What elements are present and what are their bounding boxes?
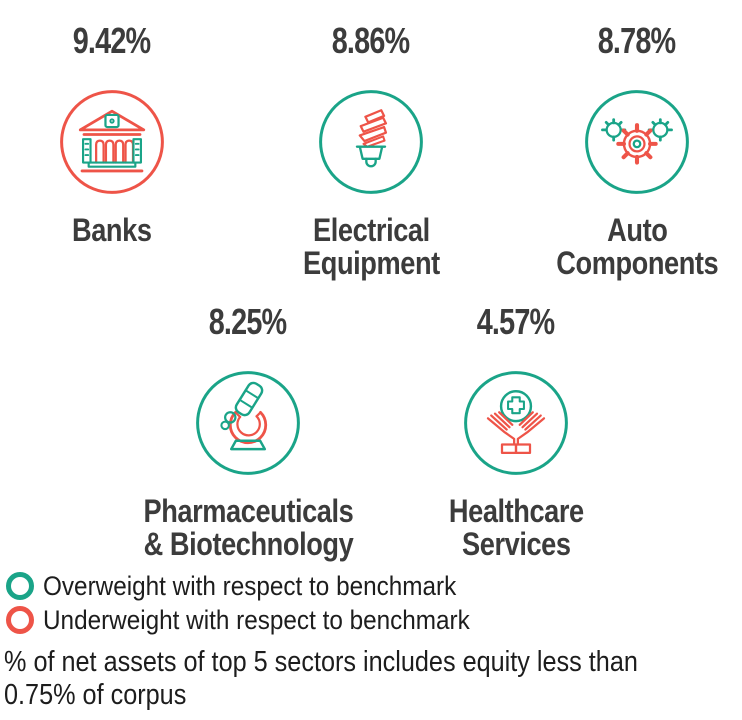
microscope-icon: [192, 367, 304, 479]
legend-item-underweight: Underweight with respect to benchmark: [6, 603, 517, 637]
sector-card-auto-components: 8.78% Auto Components: [507, 20, 742, 280]
footnote-line: % of net assets of top 5 sectors include…: [4, 646, 638, 678]
label-line: Banks: [72, 212, 152, 248]
legend-item-overweight: Overweight with respect to benchmark: [6, 569, 517, 603]
sector-card-electrical-equipment: 8.86% Electrical Equipment: [241, 20, 501, 280]
gears-icon: [581, 86, 693, 198]
legend-label: Underweight with respect to benchmark: [43, 604, 470, 635]
underweight-ring-icon: [6, 606, 34, 634]
label-line: Services: [461, 526, 571, 562]
sector-weight: 8.25%: [209, 301, 287, 342]
cfl-bulb-icon: [315, 86, 427, 198]
sector-weight: 4.57%: [477, 301, 555, 342]
label-line: Components: [556, 245, 718, 281]
label-line: Equipment: [302, 245, 440, 281]
footnote: % of net assets of top 5 sectors include…: [4, 646, 638, 712]
sector-label: Auto Components: [556, 214, 718, 280]
sector-card-healthcare-services: 4.57% Healthcare Services: [366, 301, 666, 561]
sector-weight: 8.78%: [598, 20, 676, 61]
bank-building-icon: [56, 86, 168, 198]
label-line: & Biotechnology: [143, 526, 353, 562]
footnote-line: 0.75% of corpus: [4, 679, 187, 711]
label-line: Pharmaceuticals: [143, 493, 353, 529]
sector-label: Electrical Equipment: [303, 214, 440, 280]
legend: Overweight with respect to benchmark Und…: [6, 569, 517, 637]
sector-label: Banks: [72, 214, 152, 247]
label-line: Healthcare: [448, 493, 584, 529]
hands-medical-cross-icon: [460, 367, 572, 479]
legend-label: Overweight with respect to benchmark: [43, 570, 457, 601]
sector-label: Pharmaceuticals & Biotechnology: [143, 495, 353, 561]
label-line: Auto: [606, 212, 668, 248]
sector-weight: 9.42%: [73, 20, 151, 61]
sector-card-banks: 9.42% Banks: [0, 20, 242, 247]
sector-weight: 8.86%: [332, 20, 410, 61]
sector-label: Healthcare Services: [449, 495, 584, 561]
overweight-ring-icon: [6, 572, 34, 600]
label-line: Electrical: [312, 212, 430, 248]
sector-card-pharmaceuticals-biotechnology: 8.25% Pharmaceuticals & Biotechnology: [98, 301, 398, 561]
